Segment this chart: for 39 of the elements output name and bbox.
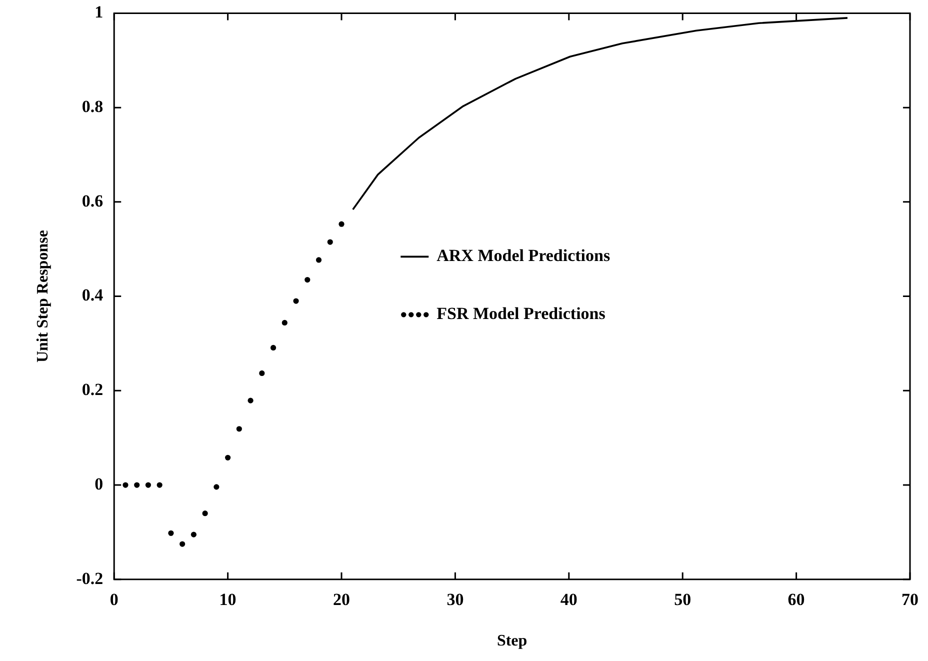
point: [327, 239, 333, 245]
y-tick-label: 0.4: [82, 286, 104, 305]
point: [225, 454, 231, 460]
x-tick-label: 40: [560, 590, 578, 609]
point: [338, 221, 344, 227]
y-tick-label: 0: [94, 474, 104, 494]
x-tick-label: 30: [446, 590, 464, 609]
x-tick-label: 60: [788, 590, 805, 609]
legend-label: ARX Model Predictions: [436, 246, 610, 266]
y-tick-label: 0.2: [82, 380, 104, 400]
point: [304, 276, 310, 283]
x-tick-label: 50: [674, 590, 692, 609]
x-tick-label: 20: [333, 590, 350, 609]
x-axis-title: Step: [496, 632, 528, 650]
x-tick-label: 0: [110, 590, 118, 609]
point: [180, 541, 186, 547]
x-tick-label: 70: [902, 590, 918, 609]
legend-label: FSR Model Predictions: [436, 304, 606, 324]
point: [122, 482, 128, 488]
y-tick-label: 0.8: [82, 96, 104, 116]
point: [134, 482, 140, 488]
point: [248, 398, 254, 404]
point: [259, 370, 265, 376]
point: [270, 344, 276, 351]
point: [156, 482, 162, 488]
point: [168, 530, 174, 536]
point: [236, 426, 242, 432]
y-tick-label: -0.2: [76, 568, 104, 588]
y-tick-label: 0.6: [82, 191, 104, 210]
y-tick-label: 1: [94, 2, 104, 22]
point: [202, 510, 208, 516]
y-axis-title: Unit Step Response: [34, 230, 52, 363]
point: [145, 482, 152, 488]
point: [190, 532, 196, 538]
point: [282, 320, 288, 326]
point: [316, 257, 322, 263]
point: [293, 298, 299, 304]
point: [214, 484, 220, 490]
x-tick-label: 10: [219, 590, 236, 609]
